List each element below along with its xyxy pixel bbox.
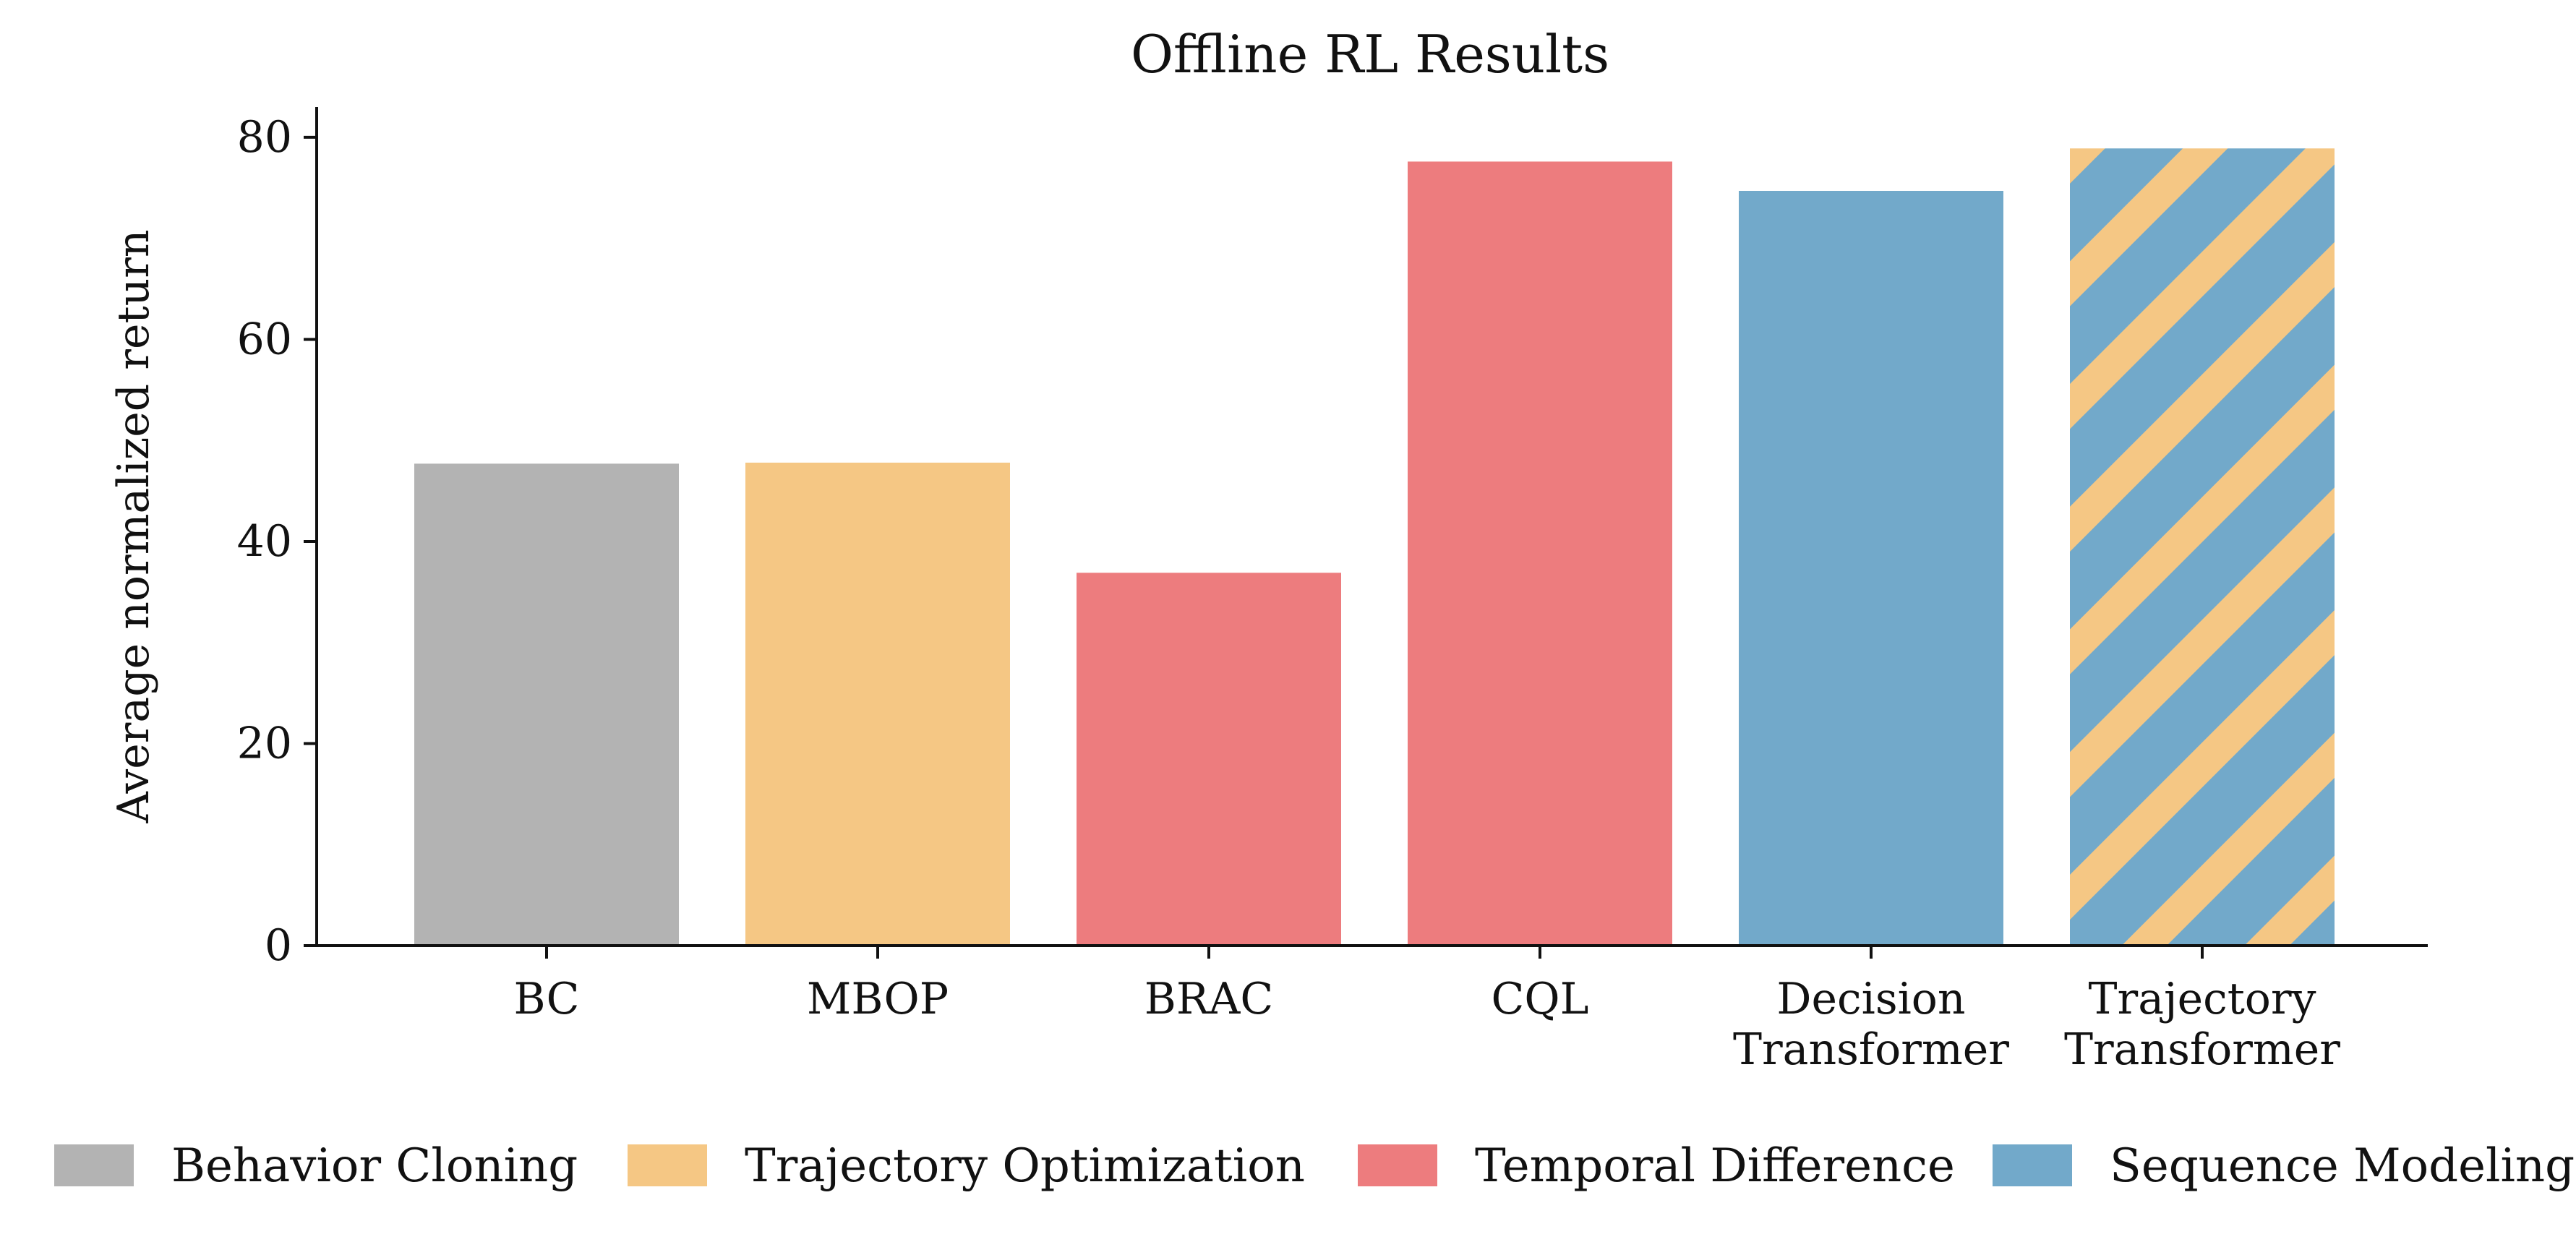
- y-tick-label-4: 80: [237, 112, 292, 163]
- bar-5: [2070, 148, 2335, 946]
- legend-swatch-1: [628, 1144, 707, 1186]
- y-tick-label-2: 40: [237, 516, 292, 567]
- y-tick-label-0: 0: [265, 920, 292, 971]
- legend-label-1: Trajectory Optimization: [745, 1139, 1305, 1193]
- bar-4: [1739, 191, 2003, 946]
- x-tick-label-1: MBOP: [807, 974, 949, 1024]
- legend-label-0: Behavior Cloning: [171, 1139, 578, 1193]
- bar-3: [1408, 161, 1672, 946]
- x-tick-label-0: BC: [513, 974, 579, 1024]
- bars-group: [414, 148, 2335, 946]
- bar-0: [414, 463, 679, 946]
- legend-swatch-2: [1358, 1144, 1437, 1186]
- bar-1: [745, 462, 1010, 946]
- legend-swatch-0: [54, 1144, 134, 1186]
- bar-2: [1077, 573, 1341, 946]
- x-ticks-group: BC MBOP BRAC CQL Decision Transformer Trajecto…: [513, 946, 2340, 1075]
- legend-label-2: Temporal Difference: [1475, 1139, 1955, 1193]
- x-tick-label-2: BRAC: [1144, 974, 1274, 1024]
- y-tick-label-3: 60: [237, 314, 292, 364]
- legend-swatch-3: [1993, 1144, 2072, 1186]
- y-axis-label: Average normalized return: [108, 229, 159, 823]
- legend-label-3: Sequence Modeling: [2110, 1139, 2575, 1193]
- chart-title: Offline RL Results: [1131, 24, 1609, 85]
- x-tick-label-4: Decision Transformer: [1733, 974, 2009, 1075]
- y-tick-label-1: 20: [237, 718, 292, 768]
- x-tick-label-3: CQL: [1492, 974, 1589, 1024]
- legend: Behavior Cloning Trajectory Optimization T…: [54, 1139, 2575, 1193]
- y-ticks-group: 0 20 40 60 80: [237, 112, 317, 971]
- x-tick-label-5: Trajectory Transformer: [2064, 974, 2340, 1075]
